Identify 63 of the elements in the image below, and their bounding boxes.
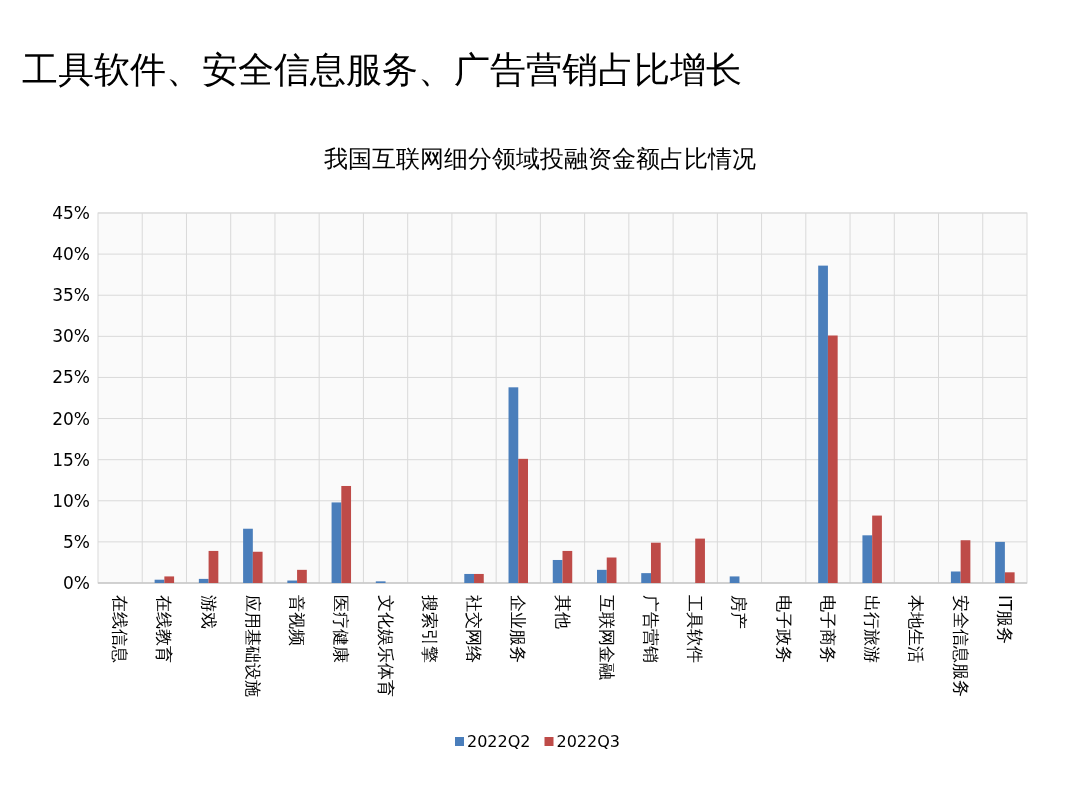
bar [474, 573, 484, 583]
x-tick-label: 出行旅游 [862, 595, 883, 663]
x-tick-label: 互联网金融 [596, 595, 617, 680]
bar [252, 551, 263, 583]
bar [518, 458, 528, 583]
bar [729, 576, 740, 583]
x-tick-label: 工具软件 [685, 595, 706, 663]
x-tick-label: 社交网络 [464, 595, 485, 663]
x-tick-label: 音视频 [287, 595, 308, 646]
y-tick-label: 20% [52, 408, 90, 429]
bar [562, 550, 573, 583]
bar [243, 528, 253, 583]
x-tick-label: 文化娱乐体育 [375, 595, 396, 697]
x-tick-label: IT服务 [994, 595, 1015, 645]
y-tick-label: 45% [52, 203, 90, 223]
x-tick-label: 在线教育 [154, 595, 175, 663]
bar [641, 573, 651, 583]
bar [960, 540, 971, 583]
bar [341, 485, 352, 583]
x-tick-label: 应用基础设施 [242, 595, 263, 697]
bar [606, 557, 617, 583]
bar [508, 387, 519, 583]
x-tick-label: 安全信息服务 [950, 595, 971, 697]
x-tick-label: 其他 [552, 595, 573, 629]
y-tick-label: 0% [63, 573, 90, 593]
x-tick-label: 游戏 [198, 595, 219, 629]
bar [597, 569, 607, 583]
y-tick-label: 35% [52, 285, 90, 306]
bar [995, 541, 1005, 583]
y-tick-label: 5% [63, 531, 90, 552]
x-tick-label: 电子商务 [817, 595, 838, 663]
bar [464, 573, 475, 583]
x-tick-label: 医疗健康 [331, 595, 352, 663]
bar [872, 515, 882, 583]
bar [331, 502, 342, 583]
x-tick-label: 电子政务 [773, 595, 794, 663]
bar [950, 571, 961, 583]
bar [862, 535, 873, 583]
chart-subtitle: 我国互联网细分领域投融资金额占比情况 [324, 145, 756, 173]
bar [1004, 572, 1015, 583]
chart-title: 工具软件、安全信息服务、广告营销占比增长 [22, 49, 742, 90]
bar [208, 550, 219, 583]
bar [818, 265, 828, 583]
x-tick-label: 广告营销 [640, 595, 661, 663]
bar [695, 538, 705, 583]
x-tick-label: 本地生活 [906, 595, 927, 663]
legend-label: 2022Q3 [556, 732, 620, 751]
y-tick-label: 30% [52, 326, 90, 347]
bar [552, 559, 563, 583]
x-tick-label: 企业服务 [508, 595, 529, 663]
y-tick-label: 40% [52, 244, 90, 265]
x-tick-label: 在线信息 [110, 595, 131, 663]
x-tick-label: 房产 [729, 595, 750, 629]
bar [164, 576, 175, 583]
bar [297, 569, 307, 583]
y-tick-label: 10% [52, 490, 90, 511]
bar [827, 335, 838, 583]
x-tick-label: 搜索引擎 [419, 595, 440, 663]
y-tick-label: 15% [52, 449, 90, 470]
bar [198, 578, 209, 583]
bar [650, 542, 661, 583]
legend-label: 2022Q2 [467, 732, 531, 751]
y-tick-label: 25% [52, 367, 90, 388]
